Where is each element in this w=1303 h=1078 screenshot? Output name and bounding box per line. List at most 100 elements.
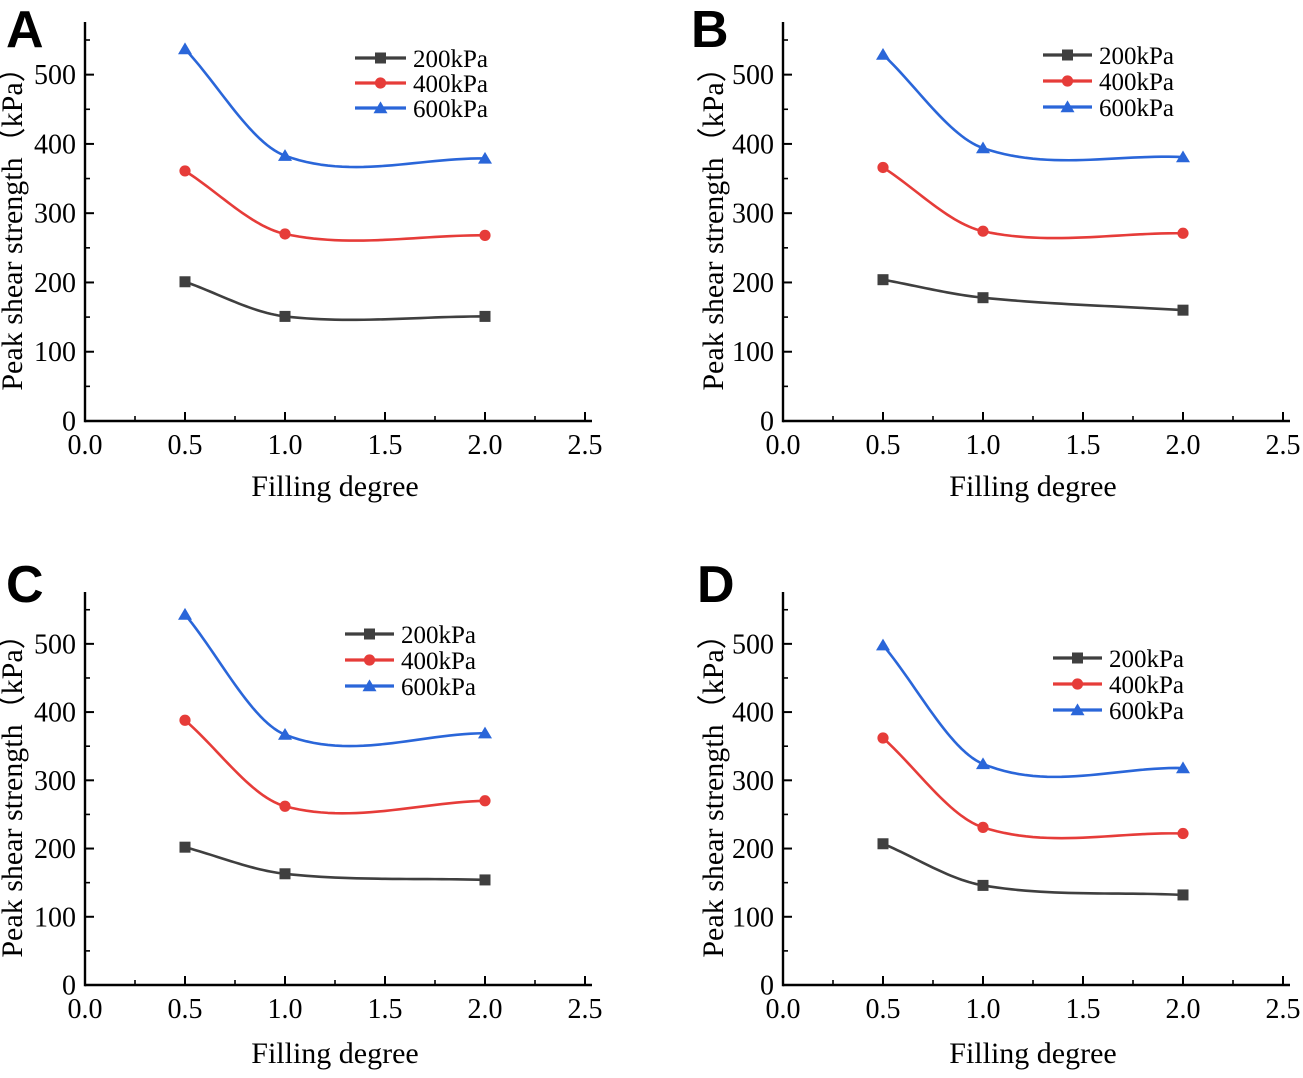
panel-A: A 0.0 0.5 1.0 1.5 2.0 2.5 0 100 200 300 400 500 Fill… [0,0,651,539]
x-axis-title: Filling degree [251,1037,418,1070]
y-tick-label: 400 [34,698,76,729]
legend-200kPa-marker [1062,49,1073,61]
series-600kPa-marker [1176,761,1190,774]
legend-400kPa-label: 400kPa [401,648,476,675]
legend-400kPa-label: 400kPa [1099,69,1174,96]
y-tick-label: 100 [732,902,774,933]
legend-600kPa-label: 600kPa [1109,698,1184,725]
y-tick-label: 300 [732,199,774,230]
series-600kPa-marker [876,638,890,651]
y-tick-label: 100 [732,337,774,368]
series-200kPa-marker [479,874,491,886]
x-tick-label: 2.0 [1166,430,1201,461]
series-400kPa-marker [479,795,491,807]
x-tick-label: 1.5 [368,430,403,461]
y-tick-label: 100 [34,902,76,933]
series-600kPa-marker [876,47,890,60]
series-200kPa-marker [977,292,989,304]
y-tick-label: 300 [34,199,76,230]
legend-400kPa-marker [374,77,387,89]
chart-panel-C: 0.0 0.5 1.0 1.5 2.0 2.5 0 100 200 300 400 500 Fillin… [0,592,603,1070]
panel-D: D 0.0 0.5 1.0 1.5 2.0 2.5 0 100 200 300 400 500 Fill… [651,539,1303,1078]
series-200kPa-marker [977,879,989,891]
panel-label-C: C [6,556,44,614]
legend-600kPa-marker [373,101,388,114]
x-tick-label: 2.5 [1266,994,1301,1025]
x-tick-label: 0.5 [168,430,203,461]
legend-400kPa-label: 400kPa [1109,672,1184,699]
series-600kPa-marker [976,757,990,770]
legend-400kPa-label: 400kPa [413,71,488,98]
x-tick-label: 1.0 [966,430,1001,461]
x-axis-title: Filling degree [949,470,1116,503]
x-tick-label: 0.0 [766,430,801,461]
y-tick-label: 300 [732,766,774,797]
chart-panel-D: 0.0 0.5 1.0 1.5 2.0 2.5 0 100 200 300 400 500 Fillin… [697,592,1301,1070]
series-400kPa-line [882,166,1184,240]
y-tick-label: 500 [34,629,76,660]
x-tick-label: 1.0 [268,430,303,461]
series-600kPa-marker [976,141,990,154]
chart-panel-B: 0.0 0.5 1.0 1.5 2.0 2.5 0 100 200 300 400 500 Fillin… [697,22,1301,503]
series-600kPa-marker [478,151,492,164]
panel-B: B 0.0 0.5 1.0 1.5 2.0 2.5 0 100 200 300 400 500 Fill… [651,0,1303,539]
series-400kPa-marker [179,714,191,726]
series-200kPa-line [882,278,1184,312]
y-tick-label: 400 [732,698,774,729]
series-600kPa-marker [278,149,292,161]
x-tick-label: 2.0 [1166,994,1201,1025]
series-600kPa-marker [178,42,192,55]
x-tick-label: 0.0 [68,994,103,1025]
y-tick-label: 200 [732,834,774,865]
y-tick-label: 0 [62,407,76,438]
series-400kPa-marker [1177,827,1189,840]
x-tick-label: 1.5 [1066,430,1101,461]
y-axis-title: Peak shear strength（kPa） [697,619,730,957]
x-axis-title: Filling degree [949,1037,1116,1070]
legend-200kPa-marker [1072,652,1083,664]
x-tick-label: 0.0 [766,994,801,1025]
series-200kPa-marker [479,310,491,322]
y-tick-label: 500 [732,60,774,91]
y-tick-label: 200 [34,834,76,865]
y-tick-label: 0 [760,407,774,438]
panel-label-B: B [691,1,729,59]
series-400kPa-marker [877,161,889,174]
legend-200kPa-marker [364,628,375,640]
y-tick-label: 200 [732,268,774,299]
x-tick-label: 2.5 [1266,430,1301,461]
legend-600kPa-marker [1070,703,1085,716]
y-axis-title: Peak shear strength（kPa） [697,52,730,390]
y-tick-label: 0 [62,971,76,1002]
series-200kPa-marker [279,310,291,322]
x-tick-label: 2.0 [468,430,503,461]
x-tick-label: 0.5 [866,430,901,461]
panel-label-A: A [6,1,44,59]
y-tick-label: 400 [34,129,76,160]
series-200kPa-marker [1177,889,1189,901]
legend-600kPa-label: 600kPa [1099,95,1174,122]
x-tick-label: 2.5 [568,430,603,461]
x-tick-label: 1.5 [368,994,403,1025]
series-400kPa-marker [279,228,291,240]
series-400kPa-line [882,737,1184,840]
series-200kPa-marker [179,276,191,288]
x-tick-label: 1.0 [966,994,1001,1025]
y-tick-label: 300 [34,766,76,797]
series-400kPa-marker [479,229,491,241]
y-axis-title: Peak shear strength（kPa） [0,52,29,390]
x-tick-label: 0.5 [168,994,203,1025]
series-400kPa-line [184,169,486,242]
legend-600kPa-label: 600kPa [413,96,488,123]
series-600kPa-marker [278,727,292,740]
series-400kPa-marker [179,165,191,177]
x-tick-label: 1.5 [1066,994,1101,1025]
series-400kPa-marker [877,732,889,744]
y-tick-label: 500 [732,629,774,660]
series-200kPa-marker [877,274,889,286]
x-tick-label: 2.0 [468,994,503,1025]
legend-600kPa-label: 600kPa [401,674,476,701]
series-200kPa-line [882,842,1184,897]
panel-label-D: D [697,556,735,614]
y-tick-label: 100 [34,337,76,368]
